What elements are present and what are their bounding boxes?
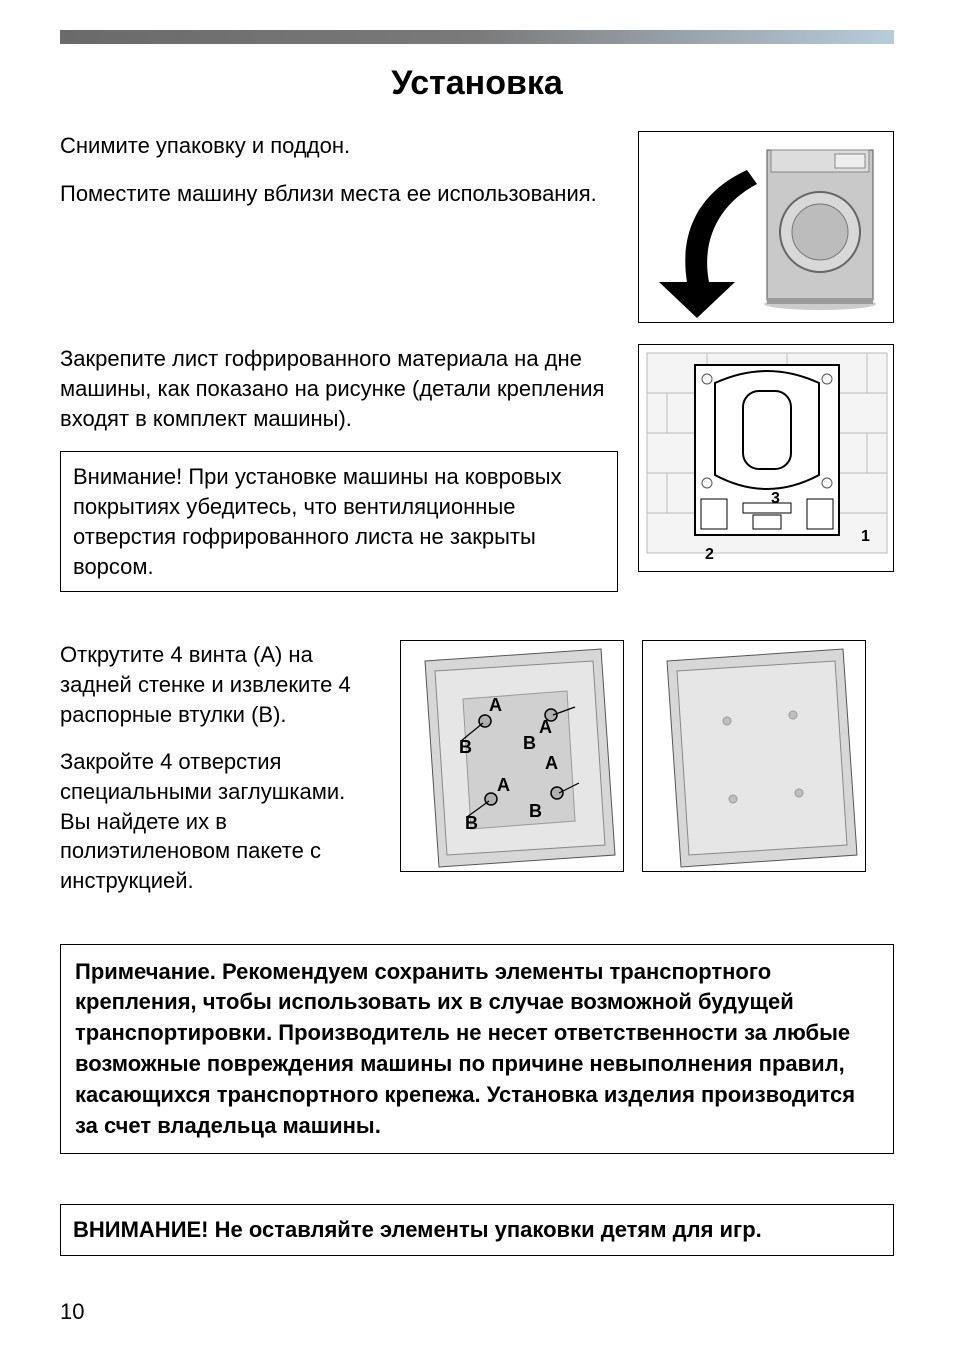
figure-unpack — [638, 131, 894, 323]
fig3-a3: A — [497, 775, 510, 795]
spacer — [60, 226, 618, 326]
section-1: Снимите упаковку и поддон. Поместите маш… — [60, 131, 894, 326]
manual-page: Установка Снимите упаковку и поддон. Пом… — [0, 0, 954, 1355]
fig2-label-1: 1 — [861, 528, 870, 545]
fig3-a2: A — [539, 717, 552, 737]
s1-p1: Снимите упаковку и поддон. — [60, 131, 618, 161]
figure-back-plain — [642, 640, 866, 872]
section-2-text: Закрепите лист гофрированного материала … — [60, 344, 618, 610]
s2-p1: Закрепите лист гофрированного материала … — [60, 344, 618, 433]
figure-back-screws: A A A A B B B B — [400, 640, 624, 872]
figure-row: A A A A B B B B — [400, 640, 866, 872]
s3-p2: Закройте 4 отверстия специальными заглуш… — [60, 747, 380, 895]
page-number: 10 — [60, 1299, 84, 1325]
fig3-b1: B — [459, 737, 472, 757]
fig2-label-2: 2 — [705, 546, 714, 563]
section-2: Закрепите лист гофрированного материала … — [60, 344, 894, 610]
fig3-b2: B — [523, 733, 536, 753]
fig3-a4: A — [545, 753, 558, 773]
header-bar — [60, 30, 894, 44]
note-box: Примечание. Рекомендуем сохранить элемен… — [60, 944, 894, 1155]
warning-box: ВНИМАНИЕ! Не оставляйте элементы упаковк… — [60, 1204, 894, 1256]
section-1-text: Снимите упаковку и поддон. Поместите маш… — [60, 131, 618, 326]
fig3-b3: B — [465, 813, 478, 833]
fig3-a1: A — [489, 695, 502, 715]
fig2-label-3: 3 — [771, 490, 780, 507]
fig3-b4: B — [529, 801, 542, 821]
s1-p2: Поместите машину вблизи места ее использ… — [60, 179, 618, 209]
figure-bottom-sheet: 1 2 3 — [638, 344, 894, 572]
page-title: Установка — [60, 64, 894, 103]
s2-attention-box: Внимание! При установке машины на ковров… — [60, 451, 618, 592]
s3-p1: Открутите 4 винта (A) на задней стенке и… — [60, 640, 380, 729]
section-3: Открутите 4 винта (A) на задней стенке и… — [60, 640, 894, 914]
section-3-text: Открутите 4 винта (A) на задней стенке и… — [60, 640, 380, 914]
